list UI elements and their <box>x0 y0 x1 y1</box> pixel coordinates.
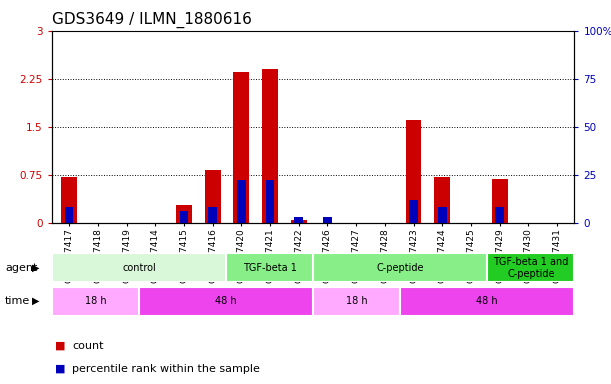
Text: TGF-beta 1 and
C-peptide: TGF-beta 1 and C-peptide <box>493 257 568 279</box>
Text: 48 h: 48 h <box>477 296 498 306</box>
Bar <box>438 207 447 223</box>
Bar <box>233 72 249 223</box>
Text: GDS3649 / ILMN_1880616: GDS3649 / ILMN_1880616 <box>52 12 252 28</box>
Text: 18 h: 18 h <box>346 296 367 306</box>
Bar <box>237 180 246 223</box>
Bar <box>52 287 139 316</box>
Bar <box>65 207 73 223</box>
Bar <box>496 207 504 223</box>
Text: ▶: ▶ <box>32 296 39 306</box>
Text: ■: ■ <box>55 364 65 374</box>
Bar <box>488 253 574 282</box>
Text: time: time <box>5 296 30 306</box>
Bar <box>291 220 307 223</box>
Bar <box>226 253 313 282</box>
Bar <box>176 205 192 223</box>
Text: 18 h: 18 h <box>85 296 106 306</box>
Bar <box>323 217 332 223</box>
Bar <box>406 120 422 223</box>
Bar <box>313 253 488 282</box>
Bar <box>266 180 274 223</box>
Bar <box>313 287 400 316</box>
Bar <box>139 287 313 316</box>
Bar <box>409 200 418 223</box>
Text: ▶: ▶ <box>32 263 39 273</box>
Bar <box>52 253 226 282</box>
Bar <box>434 177 450 223</box>
Text: C-peptide: C-peptide <box>376 263 424 273</box>
Text: percentile rank within the sample: percentile rank within the sample <box>72 364 260 374</box>
Bar <box>205 170 221 223</box>
Text: control: control <box>122 263 156 273</box>
Text: agent: agent <box>5 263 37 273</box>
Bar <box>295 217 303 223</box>
Bar <box>492 179 508 223</box>
Bar <box>208 207 217 223</box>
Text: ■: ■ <box>55 341 65 351</box>
Bar <box>400 287 574 316</box>
Text: 48 h: 48 h <box>215 296 237 306</box>
Bar <box>61 177 77 223</box>
Text: TGF-beta 1: TGF-beta 1 <box>243 263 296 273</box>
Bar <box>180 211 188 223</box>
Text: count: count <box>72 341 104 351</box>
Bar <box>262 69 278 223</box>
